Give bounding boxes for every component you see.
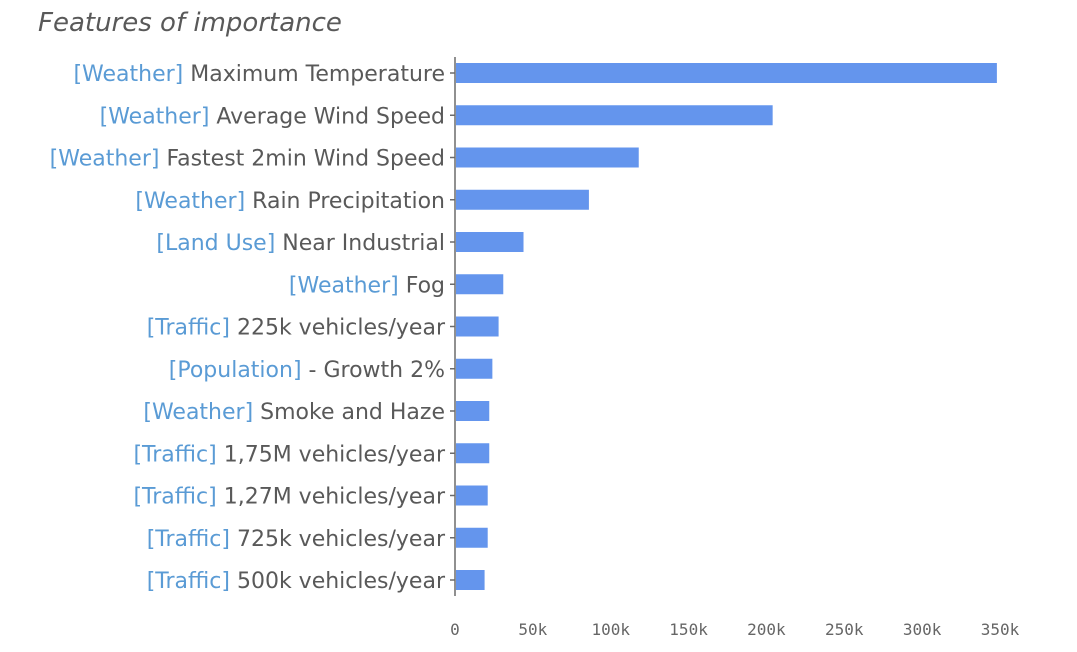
- category-tag: [Traffic]: [133, 442, 223, 467]
- category-name: Fastest 2min Wind Speed: [166, 147, 445, 172]
- category-name: 1,75M vehicles/year: [224, 442, 446, 467]
- category-label: [Traffic] 225k vehicles/year: [147, 316, 446, 341]
- category-label: [Weather] Rain Precipitation: [135, 189, 445, 214]
- bars-group: [456, 63, 997, 590]
- category-label: [Weather] Fastest 2min Wind Speed: [50, 147, 445, 172]
- bar: [456, 527, 488, 548]
- category-name: Near Industrial: [282, 231, 445, 256]
- bar: [456, 443, 490, 464]
- bar: [456, 232, 524, 252]
- chart-title: Features of importance: [38, 8, 342, 38]
- x-tick-label: 200k: [747, 620, 786, 639]
- category-tag: [Land Use]: [156, 231, 282, 256]
- category-name: Smoke and Haze: [260, 400, 445, 425]
- bar: [456, 147, 639, 168]
- bar: [456, 63, 997, 83]
- bar: [456, 570, 485, 590]
- category-name: Average Wind Speed: [216, 104, 445, 129]
- category-tag: [Traffic]: [133, 485, 223, 510]
- category-tag: [Traffic]: [147, 569, 237, 594]
- category-name: Fog: [406, 273, 445, 298]
- bar: [456, 401, 490, 421]
- category-name: 225k vehicles/year: [237, 316, 446, 341]
- bar: [456, 189, 589, 210]
- category-name: 725k vehicles/year: [237, 527, 446, 552]
- x-tick-label: 150k: [669, 620, 708, 639]
- category-tag: [Weather]: [143, 400, 260, 425]
- category-label: [Population] - Growth 2%: [169, 358, 445, 383]
- category-tag: [Weather]: [73, 62, 190, 87]
- x-axis: 0 50k 100k 150k 200k 250k 300k 350k: [450, 57, 1020, 639]
- category-label: [Weather] Smoke and Haze: [143, 400, 445, 425]
- bar: [456, 274, 504, 295]
- bar: [456, 105, 773, 126]
- category-label: [Traffic] 725k vehicles/year: [147, 527, 446, 552]
- category-label: [Traffic] 500k vehicles/year: [147, 569, 446, 594]
- category-labels-group: [Weather] Maximum Temperature[Weather] A…: [50, 62, 446, 594]
- category-label: [Land Use] Near Industrial: [156, 231, 445, 256]
- category-label: [Weather] Maximum Temperature: [73, 62, 445, 87]
- category-label: [Traffic] 1,75M vehicles/year: [133, 442, 445, 467]
- category-label: [Weather] Average Wind Speed: [100, 104, 445, 129]
- x-tick-label: 350k: [981, 620, 1020, 639]
- category-tag: [Traffic]: [147, 316, 237, 341]
- category-name: - Growth 2%: [309, 358, 445, 383]
- x-tick-label: 0: [450, 620, 460, 639]
- category-tag: [Weather]: [135, 189, 252, 214]
- category-label: [Weather] Fog: [289, 273, 445, 298]
- x-tick-label: 50k: [518, 620, 547, 639]
- category-tag: [Population]: [169, 358, 309, 383]
- category-tag: [Weather]: [289, 273, 406, 298]
- category-name: 500k vehicles/year: [237, 569, 446, 594]
- category-name: Rain Precipitation: [252, 189, 445, 214]
- bar: [456, 316, 499, 337]
- category-name: Maximum Temperature: [190, 62, 445, 87]
- x-tick-label: 100k: [591, 620, 630, 639]
- category-name: 1,27M vehicles/year: [224, 485, 446, 510]
- category-label: [Traffic] 1,27M vehicles/year: [133, 485, 445, 510]
- category-tag: [Traffic]: [147, 527, 237, 552]
- x-tick-label: 300k: [903, 620, 942, 639]
- category-tag: [Weather]: [100, 104, 217, 129]
- bar: [456, 485, 488, 506]
- bar: [456, 358, 493, 379]
- x-tick-label: 250k: [825, 620, 864, 639]
- category-tag: [Weather]: [50, 147, 167, 172]
